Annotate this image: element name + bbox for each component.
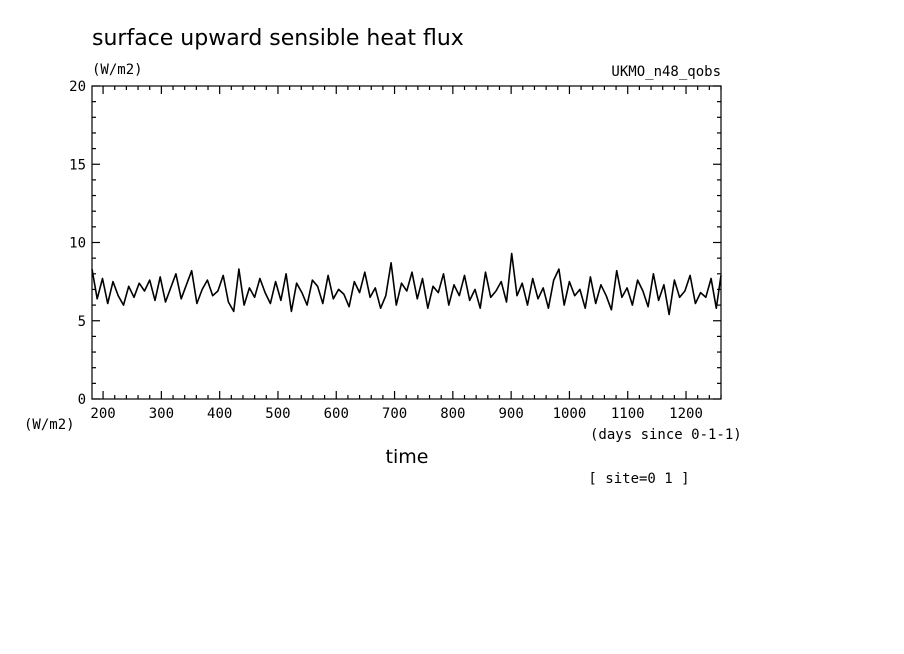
x-units-label: (days since 0-1-1) <box>590 427 742 443</box>
x-tick-label: 1000 <box>553 406 587 422</box>
units-top-label: (W/m2) <box>92 62 143 78</box>
x-tick-label: 400 <box>207 406 232 422</box>
y-tick-label: 15 <box>69 157 86 173</box>
model-label: UKMO_n48_qobs <box>611 64 721 80</box>
site-label: [ site=0 1 ] <box>588 471 689 487</box>
x-tick-label: 600 <box>324 406 349 422</box>
x-tick-label: 1200 <box>669 406 703 422</box>
y-tick-label: 20 <box>69 79 86 95</box>
y-tick-label: 5 <box>78 314 86 330</box>
x-tick-label: 500 <box>265 406 290 422</box>
x-tick-label: 900 <box>498 406 523 422</box>
chart-title: surface upward sensible heat flux <box>92 26 464 51</box>
x-tick-label: 200 <box>90 406 115 422</box>
x-axis-label: time <box>386 446 429 468</box>
y-tick-label: 0 <box>78 392 86 408</box>
y-axis: 0 5 10 15 20 <box>69 79 721 408</box>
series-line <box>91 252 722 316</box>
plot-frame <box>91 85 722 400</box>
x-tick-label: 1100 <box>611 406 645 422</box>
minor-ticks <box>92 86 722 399</box>
x-tick-label: 300 <box>149 406 174 422</box>
y-axis-label: (W/m2) <box>24 417 75 433</box>
x-axis: 200 300 400 500 600 700 800 900 1000 1100 1200 <box>90 86 703 422</box>
x-tick-label: 800 <box>440 406 465 422</box>
x-tick-label: 700 <box>382 406 407 422</box>
y-tick-label: 10 <box>69 236 86 252</box>
